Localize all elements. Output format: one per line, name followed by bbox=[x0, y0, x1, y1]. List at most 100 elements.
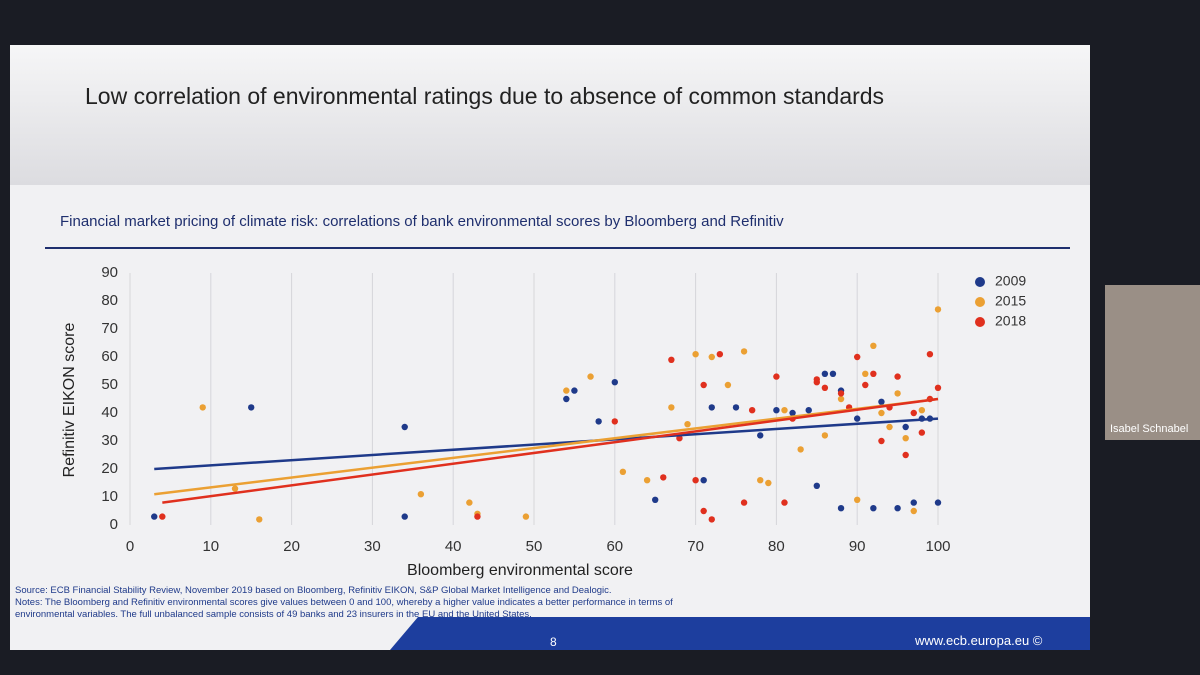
point bbox=[910, 499, 917, 506]
legend-label: 2009 bbox=[995, 273, 1026, 289]
point bbox=[587, 373, 594, 380]
point bbox=[837, 395, 845, 403]
point bbox=[571, 387, 578, 394]
point bbox=[934, 499, 942, 506]
slide-title: Low correlation of environmental ratings… bbox=[85, 83, 885, 109]
participant-name: Isabel Schnabel bbox=[1110, 423, 1189, 435]
point bbox=[862, 370, 869, 377]
point bbox=[878, 398, 885, 405]
legend-label: 2018 bbox=[995, 313, 1026, 329]
x-tick-label: 100 bbox=[925, 538, 950, 555]
point bbox=[401, 423, 408, 431]
legend-label: 2015 bbox=[995, 293, 1026, 309]
point bbox=[474, 513, 481, 520]
point bbox=[926, 351, 934, 358]
y-tick-label: 20 bbox=[101, 460, 118, 477]
point bbox=[821, 370, 829, 377]
point bbox=[611, 418, 618, 425]
point bbox=[870, 505, 877, 512]
y-tick-label: 0 bbox=[110, 516, 118, 533]
point bbox=[563, 395, 570, 403]
point bbox=[466, 499, 473, 506]
y-tick-label: 40 bbox=[101, 404, 118, 421]
point bbox=[854, 415, 861, 422]
point bbox=[757, 432, 764, 439]
point bbox=[870, 370, 877, 377]
rule bbox=[45, 247, 1070, 249]
point bbox=[595, 418, 602, 425]
point bbox=[700, 381, 707, 389]
point bbox=[740, 499, 748, 506]
legend-marker bbox=[975, 277, 985, 287]
trend-line bbox=[154, 417, 939, 471]
point bbox=[159, 513, 166, 520]
point bbox=[894, 390, 901, 397]
point bbox=[886, 423, 893, 431]
point bbox=[668, 356, 675, 363]
point bbox=[660, 474, 667, 481]
point bbox=[611, 379, 618, 386]
point bbox=[765, 479, 772, 487]
point bbox=[910, 409, 917, 417]
notes: Notes: The Bloomberg and Refinitiv envir… bbox=[15, 597, 673, 620]
point bbox=[781, 407, 788, 414]
point bbox=[684, 421, 691, 428]
point bbox=[708, 353, 715, 361]
y-tick-label: 70 bbox=[101, 320, 118, 337]
point bbox=[757, 477, 764, 484]
point bbox=[676, 435, 683, 442]
y-tick-label: 10 bbox=[101, 488, 118, 505]
point bbox=[619, 468, 627, 475]
legend-marker bbox=[975, 297, 985, 307]
point bbox=[248, 404, 255, 411]
point bbox=[837, 505, 845, 512]
point bbox=[563, 387, 570, 394]
y-tick-label: 80 bbox=[101, 292, 118, 309]
url: www.ecb.europa.eu © bbox=[915, 633, 1043, 648]
point bbox=[700, 507, 707, 515]
x-axis-label: Bloomberg environmental score bbox=[407, 562, 633, 579]
y-tick-label: 90 bbox=[101, 264, 118, 281]
point bbox=[894, 505, 901, 512]
x-tick-label: 0 bbox=[126, 538, 134, 555]
point bbox=[692, 477, 699, 484]
point bbox=[692, 351, 699, 358]
y-tick-label: 60 bbox=[101, 348, 118, 365]
point bbox=[401, 513, 408, 520]
title-band bbox=[10, 45, 1090, 185]
point bbox=[918, 407, 926, 414]
point bbox=[918, 429, 926, 436]
point bbox=[934, 384, 942, 391]
point bbox=[878, 437, 885, 445]
point bbox=[805, 407, 812, 414]
x-tick-label: 80 bbox=[768, 538, 785, 555]
point bbox=[837, 390, 845, 397]
point bbox=[902, 423, 909, 431]
point bbox=[902, 451, 909, 459]
point bbox=[231, 485, 239, 492]
footer-band bbox=[390, 617, 1090, 650]
legend-marker bbox=[975, 317, 985, 327]
point bbox=[708, 404, 715, 411]
y-axis-label: Refinitiv EIKON score bbox=[61, 323, 78, 478]
point bbox=[821, 384, 829, 391]
point bbox=[724, 381, 732, 389]
point bbox=[652, 496, 659, 503]
point bbox=[878, 409, 885, 417]
point bbox=[870, 342, 877, 349]
point bbox=[668, 404, 675, 411]
point bbox=[151, 513, 158, 520]
point bbox=[256, 516, 263, 523]
point bbox=[854, 353, 861, 361]
point bbox=[417, 491, 425, 498]
point bbox=[789, 409, 796, 417]
point bbox=[797, 446, 804, 453]
point bbox=[708, 516, 715, 523]
point bbox=[821, 432, 829, 439]
point bbox=[813, 482, 820, 489]
point bbox=[902, 435, 909, 442]
x-tick-label: 70 bbox=[687, 538, 704, 555]
source: Source: ECB Financial Stability Review, … bbox=[15, 585, 612, 596]
point bbox=[829, 370, 837, 377]
